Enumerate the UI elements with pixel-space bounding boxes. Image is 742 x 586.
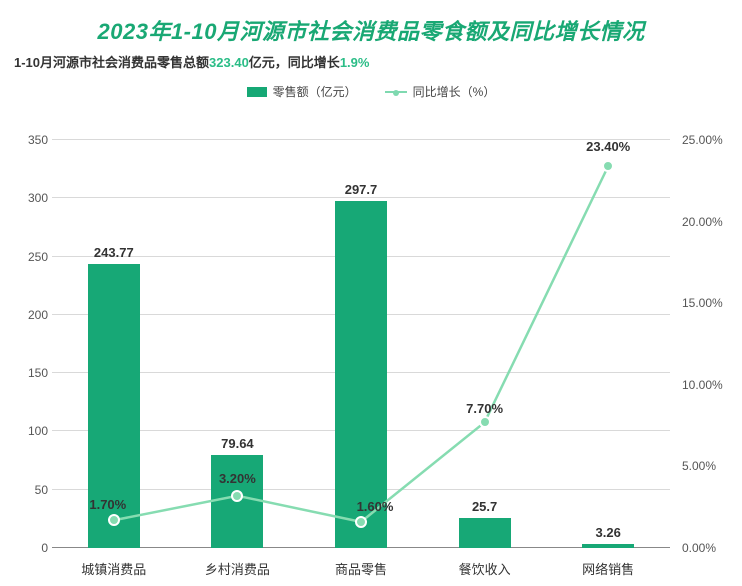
x-tick: 城镇消费品	[52, 559, 176, 578]
line-point	[108, 514, 120, 526]
y-left-tick: 200	[0, 308, 48, 322]
y-right-tick: 20.00%	[682, 215, 742, 229]
y-left-tick: 0	[0, 541, 48, 555]
legend-line: 同比增长（%）	[385, 83, 496, 100]
line-point	[602, 160, 614, 172]
line-value-label: 1.70%	[89, 497, 126, 512]
x-tick: 商品零售	[299, 559, 423, 578]
subtitle-pct: 1.9%	[340, 55, 370, 70]
legend-bar-swatch	[247, 87, 267, 97]
x-tick: 网络销售	[546, 559, 670, 578]
legend-bar-label: 零售额（亿元）	[273, 83, 357, 100]
y-axis-right: 0.00%5.00%10.00%15.00%20.00%25.00%	[676, 140, 742, 548]
plot: 243.7779.64297.725.73.261.70%3.20%1.60%7…	[52, 140, 670, 548]
subtitle-mid: 亿元，同比增长	[249, 55, 340, 70]
growth-line	[114, 166, 608, 522]
y-axis-left: 050100150200250300350	[0, 140, 48, 548]
y-left-tick: 350	[0, 133, 48, 147]
x-axis: 城镇消费品乡村消费品商品零售餐饮收入网络销售	[52, 559, 670, 578]
line-value-label: 1.60%	[357, 499, 394, 514]
chart-title: 2023年1-10月河源市社会消费品零食额及同比增长情况	[0, 0, 742, 52]
legend: 零售额（亿元） 同比增长（%）	[0, 83, 742, 100]
y-right-tick: 0.00%	[682, 541, 742, 555]
line-svg	[52, 140, 670, 548]
line-value-label: 3.20%	[219, 471, 256, 486]
y-left-tick: 300	[0, 191, 48, 205]
line-point	[231, 490, 243, 502]
line-value-label: 7.70%	[466, 401, 503, 416]
y-right-tick: 15.00%	[682, 296, 742, 310]
y-left-tick: 50	[0, 483, 48, 497]
subtitle-value: 323.40	[209, 55, 249, 70]
subtitle-prefix: 1-10月河源市社会消费品零售总额	[14, 55, 209, 70]
legend-line-label: 同比增长（%）	[413, 83, 496, 100]
y-right-tick: 10.00%	[682, 378, 742, 392]
line-value-label: 23.40%	[586, 139, 630, 154]
line-point	[355, 516, 367, 528]
chart-area: 243.7779.64297.725.73.261.70%3.20%1.60%7…	[52, 140, 670, 548]
x-tick: 餐饮收入	[423, 559, 547, 578]
chart-subtitle: 1-10月河源市社会消费品零售总额323.40亿元，同比增长1.9%	[0, 52, 742, 71]
y-left-tick: 100	[0, 424, 48, 438]
line-point	[479, 416, 491, 428]
y-left-tick: 250	[0, 250, 48, 264]
x-tick: 乡村消费品	[176, 559, 300, 578]
y-right-tick: 25.00%	[682, 133, 742, 147]
y-left-tick: 150	[0, 366, 48, 380]
legend-bar: 零售额（亿元）	[247, 83, 357, 100]
legend-line-swatch	[385, 91, 407, 93]
y-right-tick: 5.00%	[682, 459, 742, 473]
